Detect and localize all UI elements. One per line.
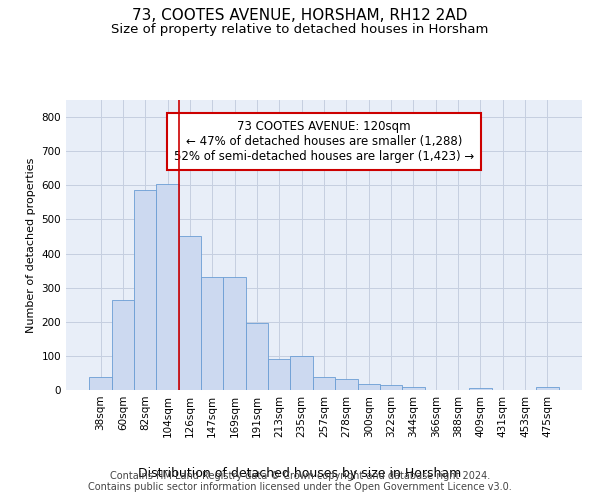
Bar	[290, 356, 313, 390]
Bar	[179, 236, 201, 390]
Text: 73 COOTES AVENUE: 120sqm
← 47% of detached houses are smaller (1,288)
52% of sem: 73 COOTES AVENUE: 120sqm ← 47% of detach…	[174, 120, 474, 164]
Text: Contains HM Land Registry data © Crown copyright and database right 2024.
Contai: Contains HM Land Registry data © Crown c…	[88, 471, 512, 492]
Text: 73, COOTES AVENUE, HORSHAM, RH12 2AD: 73, COOTES AVENUE, HORSHAM, RH12 2AD	[133, 8, 467, 22]
Bar	[201, 278, 223, 390]
Text: Distribution of detached houses by size in Horsham: Distribution of detached houses by size …	[139, 467, 461, 480]
Bar	[313, 378, 335, 390]
Bar	[380, 385, 402, 390]
Bar	[358, 384, 380, 390]
Bar	[268, 360, 290, 390]
Bar	[536, 388, 559, 390]
Bar	[335, 379, 358, 390]
Bar	[223, 278, 246, 390]
Bar	[112, 300, 134, 390]
Text: Size of property relative to detached houses in Horsham: Size of property relative to detached ho…	[112, 22, 488, 36]
Bar	[469, 388, 491, 390]
Bar	[246, 324, 268, 390]
Bar	[157, 184, 179, 390]
Bar	[134, 190, 157, 390]
Bar	[402, 386, 425, 390]
Y-axis label: Number of detached properties: Number of detached properties	[26, 158, 36, 332]
Bar	[89, 378, 112, 390]
